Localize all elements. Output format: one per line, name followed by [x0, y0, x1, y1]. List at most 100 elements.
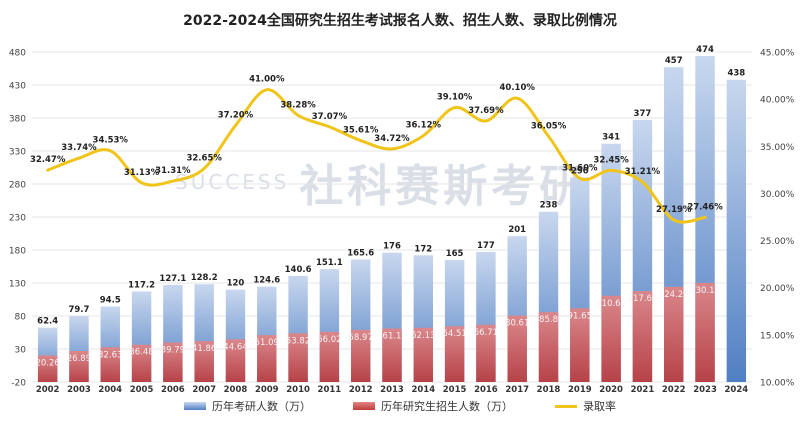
x-tick-label: 2002 [36, 385, 60, 395]
data-label-rate: 31.13% [124, 168, 160, 178]
bar-admitted [288, 333, 308, 382]
data-label-admitted: 62.13 [411, 331, 435, 341]
x-tick-label: 2003 [67, 385, 91, 395]
y-right-tick-label: 45.00% [760, 49, 795, 59]
data-label-admitted: 26.89 [67, 354, 91, 364]
data-label-admitted: 130.17 [690, 286, 720, 296]
bar-admitted [350, 329, 371, 382]
data-label-rate: 34.53% [93, 136, 129, 146]
data-label-admitted: 61.1 [383, 331, 402, 341]
y-left-tick-label: 430 [9, 82, 26, 92]
data-label-rate: 39.10% [437, 93, 473, 103]
data-label-applicants: 151.1 [316, 258, 343, 268]
data-label-applicants: 474 [696, 45, 714, 55]
data-label-admitted: 39.79 [161, 346, 185, 356]
data-label-admitted: 56.02 [317, 335, 341, 345]
x-tick-label: 2015 [443, 385, 467, 395]
data-label-admitted: 110.66 [596, 299, 626, 309]
data-label-rate: 27.19% [656, 205, 692, 215]
x-tick-label: 2005 [130, 385, 154, 395]
watermark: SUCCESS 社科赛斯考研 [175, 150, 587, 214]
data-label-applicants: 124.6 [253, 276, 280, 286]
data-label-rate: 36.12% [406, 121, 442, 131]
data-label-applicants: 120 [227, 279, 245, 289]
y-right-tick-label: 20.00% [760, 284, 795, 294]
y-left-tick-label: -20 [11, 379, 26, 389]
data-label-rate: 37.20% [218, 111, 254, 121]
y-left-tick-label: 330 [9, 148, 26, 158]
y-left-tick-label: 80 [15, 313, 27, 323]
bar-admitted [476, 324, 496, 382]
bar-admitted [507, 315, 527, 382]
legend-swatch-rate [555, 404, 577, 408]
legend: 历年考研人数（万） 历年研究生招生人数（万） 录取率 [0, 398, 800, 414]
y-left-tick-label: 380 [9, 115, 26, 125]
data-label-admitted: 91.65 [568, 311, 592, 321]
data-label-admitted: 85.8 [539, 315, 558, 325]
data-label-applicants: 201 [508, 225, 526, 235]
data-label-admitted: 66.71 [474, 328, 498, 338]
y-right-tick-label: 10.00% [760, 379, 795, 389]
y-left-tick-label: 130 [9, 280, 26, 290]
legend-item-admitted[interactable]: 历年研究生招生人数（万） [353, 398, 513, 414]
bar-admitted [632, 291, 653, 382]
data-label-rate: 33.74% [61, 143, 97, 153]
data-label-admitted: 53.82 [286, 336, 310, 346]
data-label-rate: 32.45% [593, 155, 629, 165]
data-label-applicants: 165 [446, 249, 464, 259]
data-label-rate: 31.21% [625, 167, 661, 177]
legend-label-rate: 录取率 [583, 400, 616, 413]
data-label-applicants: 62.4 [37, 317, 58, 327]
bar-applicants [726, 79, 747, 382]
chart-title: 2022-2024全国研究生招生考试报名人数、招生人数、录取比例情况 [183, 13, 617, 29]
bar-admitted [163, 342, 183, 382]
legend-swatch-admitted [353, 402, 375, 410]
x-tick-label: 2007 [192, 385, 216, 395]
x-tick-label: 2019 [568, 385, 592, 395]
data-label-admitted: 44.64 [223, 342, 247, 352]
x-tick-label: 2024 [725, 385, 749, 395]
x-tick-label: 2018 [537, 385, 561, 395]
y-right-tick-label: 15.00% [760, 331, 795, 341]
axes: -20 30 80 130 180 230 280 330 380 430 480 10.00% 15.… [9, 49, 795, 396]
bar-admitted [538, 312, 559, 382]
bar-admitted [69, 351, 89, 382]
watermark-main: 社科赛斯考研 [299, 161, 588, 212]
bar-admitted [444, 326, 465, 382]
data-label-applicants: 290 [571, 166, 589, 176]
data-labels: 62.4 79.7 94.5 117.2 127.1 128.2 120 124.6 140.6… [30, 45, 745, 368]
data-label-applicants: 172 [414, 244, 432, 254]
bar-admitted [570, 308, 590, 382]
rate-line-path [46, 88, 707, 224]
data-label-applicants: 140.6 [285, 265, 312, 275]
bar-admitted [601, 295, 621, 382]
data-label-applicants: 177 [477, 241, 495, 251]
data-label-rate: 27.46% [687, 202, 723, 212]
data-label-rate: 31.31% [155, 166, 191, 176]
bar-admitted [319, 331, 340, 382]
bar-admitted [225, 339, 246, 382]
y-right-tick-label: 25.00% [760, 237, 795, 247]
y-left-tick-label: 30 [15, 346, 27, 356]
data-label-rate: 37.07% [312, 112, 348, 122]
data-label-admitted: 51.09 [255, 338, 279, 348]
data-label-applicants: 238 [540, 201, 558, 211]
bar-admitted [695, 282, 715, 382]
x-tick-label: 2013 [380, 385, 404, 395]
data-label-applicants: 127.1 [159, 274, 186, 284]
data-label-rate: 32.47% [30, 155, 66, 165]
data-label-applicants: 341 [602, 133, 620, 143]
legend-item-applicants[interactable]: 历年考研人数（万） [184, 398, 311, 414]
x-tick-label: 2009 [255, 385, 279, 395]
data-label-rate: 40.10% [500, 83, 536, 93]
data-label-admitted: 20.26 [35, 358, 59, 368]
x-tick-label: 2008 [224, 385, 248, 395]
legend-item-rate[interactable]: 录取率 [555, 398, 616, 414]
y-right-tick-label: 40.00% [760, 96, 795, 106]
x-tick-label: 2023 [693, 385, 717, 395]
x-tick-label: 2011 [318, 385, 342, 395]
bar-admitted [194, 341, 214, 382]
legend-swatch-applicants [184, 402, 206, 410]
data-label-admitted: 58.97 [349, 333, 373, 343]
